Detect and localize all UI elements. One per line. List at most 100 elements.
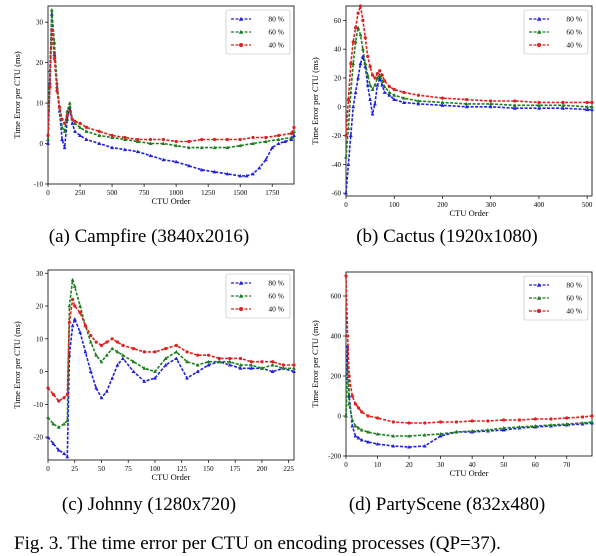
data-point: [46, 386, 50, 390]
data-point: [72, 317, 77, 321]
data-point: [354, 25, 358, 30]
legend-entry: 60 %: [529, 28, 582, 37]
y-tick-label: 0: [40, 140, 44, 148]
data-point: [161, 137, 165, 142]
y-tick-label: 400: [331, 333, 342, 341]
x-axis-label: CTU Order: [152, 196, 191, 206]
legend-marker: [536, 295, 542, 300]
data-point: [99, 395, 104, 400]
data-point: [549, 423, 553, 427]
data-point: [512, 103, 517, 107]
caption-b: (b) Cactus (1920x1080): [356, 226, 538, 247]
data-point: [358, 4, 363, 8]
y-tick-label: -200: [328, 453, 341, 461]
data-point: [375, 416, 380, 420]
data-point: [110, 135, 114, 139]
data-point: [78, 133, 82, 137]
data-point: [344, 191, 348, 195]
x-tick-label: 750: [139, 189, 150, 197]
figure-caption: Fig. 3. The time error per CTU on encodi…: [14, 533, 501, 554]
data-point: [344, 155, 348, 159]
data-point: [249, 363, 254, 367]
data-point: [88, 369, 93, 374]
x-tick-label: 60: [532, 461, 540, 469]
legend-entry: 40 %: [231, 41, 284, 50]
data-point: [270, 145, 275, 150]
legend: 80 % 60 % 40 %: [523, 9, 589, 55]
x-tick-label: 50: [500, 461, 508, 469]
data-point: [517, 418, 522, 422]
data-point: [380, 83, 385, 87]
legend-marker: [536, 29, 542, 34]
data-point: [359, 428, 364, 432]
data-point: [227, 363, 232, 367]
data-point: [440, 96, 445, 100]
data-point: [513, 99, 517, 103]
legend-entry: 80 %: [529, 15, 582, 24]
data-point: [512, 106, 517, 110]
data-point: [60, 117, 64, 121]
data-point: [142, 350, 146, 354]
data-point: [549, 417, 553, 421]
data-point: [56, 425, 61, 429]
data-point: [350, 424, 355, 428]
series-line: [345, 53, 592, 194]
data-point: [375, 432, 380, 436]
data-point: [407, 434, 411, 438]
data-point: [67, 101, 72, 105]
x-tick-label: 1000: [169, 189, 184, 197]
legend-box: [225, 273, 291, 319]
data-point: [238, 363, 243, 367]
data-point: [382, 90, 387, 94]
data-point: [142, 379, 147, 383]
data-point: [131, 359, 136, 364]
data-point: [57, 105, 62, 109]
data-point: [163, 356, 168, 360]
x-axis-label: CTU Order: [450, 468, 489, 478]
data-point: [212, 169, 217, 174]
data-point: [260, 366, 264, 370]
data-point: [387, 85, 392, 89]
data-point: [366, 54, 370, 58]
data-point: [281, 363, 285, 367]
data-point: [174, 139, 178, 144]
data-point: [78, 310, 82, 315]
data-point: [238, 143, 243, 148]
data-point: [353, 424, 358, 428]
data-point: [438, 434, 443, 438]
series-40: [46, 28, 296, 144]
data-point: [368, 64, 372, 69]
data-point: [422, 433, 427, 437]
data-point: [174, 159, 179, 164]
data-point: [501, 428, 506, 432]
data-point: [365, 73, 370, 77]
data-point: [353, 90, 358, 94]
legend-label: 40 %: [566, 307, 582, 316]
data-point: [277, 133, 281, 138]
data-point: [62, 396, 66, 400]
data-point: [464, 97, 469, 102]
data-point: [251, 135, 255, 140]
data-point: [347, 374, 351, 378]
data-point: [46, 133, 50, 138]
data-point: [228, 356, 232, 361]
x-tick-label: 1250: [201, 189, 216, 197]
data-point: [110, 337, 114, 341]
data-point: [373, 101, 377, 106]
series-60: [344, 364, 594, 438]
data-point: [292, 129, 296, 133]
chart-panel-a: 0 250 500 750 1000 1250 1500 1750 -10 0 10 20 30 CTU …: [0, 0, 298, 262]
data-point: [422, 444, 427, 448]
data-point: [244, 173, 249, 178]
series-80: [46, 316, 296, 459]
data-point: [217, 359, 222, 364]
data-point: [104, 389, 109, 393]
data-point: [148, 141, 153, 146]
data-point: [361, 18, 365, 22]
x-tick-label: 40: [469, 461, 477, 469]
data-point: [363, 36, 367, 40]
data-point: [416, 93, 420, 97]
data-point: [360, 410, 364, 414]
data-point: [51, 392, 55, 397]
data-point: [225, 137, 229, 142]
